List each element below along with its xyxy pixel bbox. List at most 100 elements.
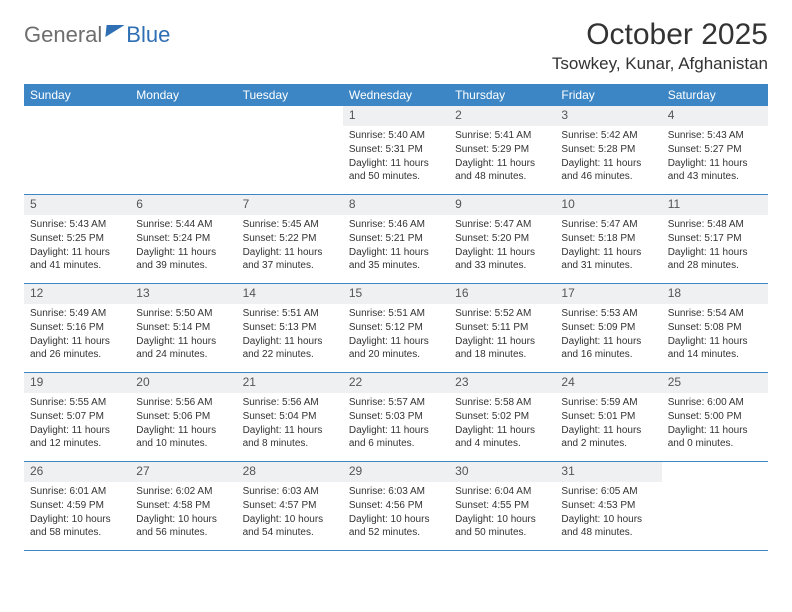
day-cell: 7Sunrise: 5:45 AMSunset: 5:22 PMDaylight… (237, 195, 343, 283)
day-cell: 17Sunrise: 5:53 AMSunset: 5:09 PMDayligh… (555, 284, 661, 372)
weekday-header-row: SundayMondayTuesdayWednesdayThursdayFrid… (24, 84, 768, 106)
daylight-line: Daylight: 11 hours and 28 minutes. (668, 246, 762, 272)
day-body: Sunrise: 6:03 AMSunset: 4:57 PMDaylight:… (237, 482, 343, 544)
day-number: 3 (555, 106, 661, 126)
day-number: 29 (343, 462, 449, 482)
day-number: 18 (662, 284, 768, 304)
daylight-line: Daylight: 11 hours and 2 minutes. (561, 424, 655, 450)
location-text: Tsowkey, Kunar, Afghanistan (552, 54, 768, 74)
weekday-header: Friday (555, 84, 661, 106)
sunset-line: Sunset: 5:04 PM (243, 410, 337, 423)
weekday-header: Thursday (449, 84, 555, 106)
day-cell: 3Sunrise: 5:42 AMSunset: 5:28 PMDaylight… (555, 106, 661, 194)
sunset-line: Sunset: 5:18 PM (561, 232, 655, 245)
daylight-line: Daylight: 11 hours and 24 minutes. (136, 335, 230, 361)
sunrise-line: Sunrise: 5:50 AM (136, 307, 230, 320)
sunrise-line: Sunrise: 5:48 AM (668, 218, 762, 231)
daylight-line: Daylight: 10 hours and 54 minutes. (243, 513, 337, 539)
logo-text-general: General (24, 22, 102, 48)
day-body: Sunrise: 5:54 AMSunset: 5:08 PMDaylight:… (662, 304, 768, 366)
day-number: 7 (237, 195, 343, 215)
day-body: Sunrise: 5:53 AMSunset: 5:09 PMDaylight:… (555, 304, 661, 366)
sunrise-line: Sunrise: 6:02 AM (136, 485, 230, 498)
sunrise-line: Sunrise: 5:55 AM (30, 396, 124, 409)
day-number: 6 (130, 195, 236, 215)
sunset-line: Sunset: 4:57 PM (243, 499, 337, 512)
day-body: Sunrise: 5:40 AMSunset: 5:31 PMDaylight:… (343, 126, 449, 188)
day-body: Sunrise: 5:47 AMSunset: 5:20 PMDaylight:… (449, 215, 555, 277)
day-cell: 5Sunrise: 5:43 AMSunset: 5:25 PMDaylight… (24, 195, 130, 283)
daylight-line: Daylight: 11 hours and 50 minutes. (349, 157, 443, 183)
day-cell: 6Sunrise: 5:44 AMSunset: 5:24 PMDaylight… (130, 195, 236, 283)
day-body: Sunrise: 5:52 AMSunset: 5:11 PMDaylight:… (449, 304, 555, 366)
day-cell: 8Sunrise: 5:46 AMSunset: 5:21 PMDaylight… (343, 195, 449, 283)
day-body (24, 110, 130, 117)
day-body: Sunrise: 5:56 AMSunset: 5:04 PMDaylight:… (237, 393, 343, 455)
day-number: 9 (449, 195, 555, 215)
day-body: Sunrise: 5:46 AMSunset: 5:21 PMDaylight:… (343, 215, 449, 277)
day-cell: 10Sunrise: 5:47 AMSunset: 5:18 PMDayligh… (555, 195, 661, 283)
day-cell: 13Sunrise: 5:50 AMSunset: 5:14 PMDayligh… (130, 284, 236, 372)
sunset-line: Sunset: 5:08 PM (668, 321, 762, 334)
day-cell (237, 106, 343, 194)
day-body: Sunrise: 5:49 AMSunset: 5:16 PMDaylight:… (24, 304, 130, 366)
daylight-line: Daylight: 11 hours and 33 minutes. (455, 246, 549, 272)
header: General Blue October 2025 Tsowkey, Kunar… (24, 18, 768, 74)
sunset-line: Sunset: 5:31 PM (349, 143, 443, 156)
day-body: Sunrise: 5:45 AMSunset: 5:22 PMDaylight:… (237, 215, 343, 277)
sunset-line: Sunset: 5:21 PM (349, 232, 443, 245)
day-body (662, 466, 768, 473)
day-body: Sunrise: 5:47 AMSunset: 5:18 PMDaylight:… (555, 215, 661, 277)
daylight-line: Daylight: 11 hours and 46 minutes. (561, 157, 655, 183)
daylight-line: Daylight: 10 hours and 56 minutes. (136, 513, 230, 539)
day-cell: 24Sunrise: 5:59 AMSunset: 5:01 PMDayligh… (555, 373, 661, 461)
sunrise-line: Sunrise: 5:56 AM (243, 396, 337, 409)
day-body: Sunrise: 5:57 AMSunset: 5:03 PMDaylight:… (343, 393, 449, 455)
sunrise-line: Sunrise: 6:00 AM (668, 396, 762, 409)
daylight-line: Daylight: 11 hours and 16 minutes. (561, 335, 655, 361)
logo-text-blue: Blue (126, 22, 170, 48)
day-body: Sunrise: 5:55 AMSunset: 5:07 PMDaylight:… (24, 393, 130, 455)
day-cell: 18Sunrise: 5:54 AMSunset: 5:08 PMDayligh… (662, 284, 768, 372)
logo-mark-icon (106, 25, 125, 37)
sunrise-line: Sunrise: 5:49 AM (30, 307, 124, 320)
day-body: Sunrise: 5:44 AMSunset: 5:24 PMDaylight:… (130, 215, 236, 277)
sunset-line: Sunset: 4:53 PM (561, 499, 655, 512)
sunset-line: Sunset: 5:25 PM (30, 232, 124, 245)
sunset-line: Sunset: 5:29 PM (455, 143, 549, 156)
title-block: October 2025 Tsowkey, Kunar, Afghanistan (552, 18, 768, 74)
daylight-line: Daylight: 11 hours and 14 minutes. (668, 335, 762, 361)
weeks-container: 1Sunrise: 5:40 AMSunset: 5:31 PMDaylight… (24, 106, 768, 551)
day-body: Sunrise: 5:51 AMSunset: 5:13 PMDaylight:… (237, 304, 343, 366)
day-cell (24, 106, 130, 194)
day-cell: 23Sunrise: 5:58 AMSunset: 5:02 PMDayligh… (449, 373, 555, 461)
weekday-header: Sunday (24, 84, 130, 106)
day-cell: 2Sunrise: 5:41 AMSunset: 5:29 PMDaylight… (449, 106, 555, 194)
day-number: 24 (555, 373, 661, 393)
day-number: 22 (343, 373, 449, 393)
daylight-line: Daylight: 11 hours and 26 minutes. (30, 335, 124, 361)
sunrise-line: Sunrise: 5:51 AM (243, 307, 337, 320)
sunset-line: Sunset: 4:59 PM (30, 499, 124, 512)
day-number: 31 (555, 462, 661, 482)
day-number: 25 (662, 373, 768, 393)
sunset-line: Sunset: 5:14 PM (136, 321, 230, 334)
week-row: 26Sunrise: 6:01 AMSunset: 4:59 PMDayligh… (24, 462, 768, 551)
sunset-line: Sunset: 5:09 PM (561, 321, 655, 334)
daylight-line: Daylight: 11 hours and 8 minutes. (243, 424, 337, 450)
day-number: 26 (24, 462, 130, 482)
sunrise-line: Sunrise: 5:58 AM (455, 396, 549, 409)
day-number: 19 (24, 373, 130, 393)
week-row: 1Sunrise: 5:40 AMSunset: 5:31 PMDaylight… (24, 106, 768, 195)
day-cell: 30Sunrise: 6:04 AMSunset: 4:55 PMDayligh… (449, 462, 555, 550)
sunset-line: Sunset: 5:12 PM (349, 321, 443, 334)
day-number: 20 (130, 373, 236, 393)
sunset-line: Sunset: 5:03 PM (349, 410, 443, 423)
day-cell: 11Sunrise: 5:48 AMSunset: 5:17 PMDayligh… (662, 195, 768, 283)
daylight-line: Daylight: 11 hours and 20 minutes. (349, 335, 443, 361)
day-number: 11 (662, 195, 768, 215)
day-number: 16 (449, 284, 555, 304)
daylight-line: Daylight: 11 hours and 18 minutes. (455, 335, 549, 361)
daylight-line: Daylight: 11 hours and 35 minutes. (349, 246, 443, 272)
day-number: 21 (237, 373, 343, 393)
